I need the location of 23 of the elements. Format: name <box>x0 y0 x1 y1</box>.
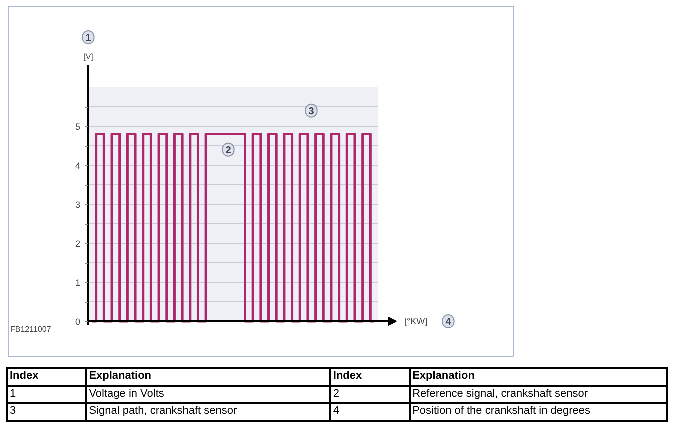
text: Explanation <box>410 368 667 386</box>
annotation: 2 <box>226 145 232 156</box>
text: Index <box>330 368 410 386</box>
text: Explanation <box>86 368 330 386</box>
text: Index <box>7 368 86 386</box>
y-tick-label: 2 <box>75 239 81 249</box>
annotation: 3 <box>308 106 315 118</box>
y-tick-label: 4 <box>75 161 81 171</box>
text: FB1211007 <box>10 325 52 334</box>
text: Signal path, crankshaft sensor <box>86 403 330 422</box>
x-axis-title: [°KW] <box>404 316 428 326</box>
y-tick-label: 3 <box>75 200 81 210</box>
text: Position of the crankshaft in degrees <box>410 403 667 422</box>
text: Reference signal, crankshaft sensor <box>410 386 667 404</box>
text: 1 <box>86 33 92 44</box>
text: 4 <box>446 317 452 328</box>
text: 4 <box>330 403 410 422</box>
text: Voltage in Volts <box>86 386 330 404</box>
y-axis-title: [V] <box>84 52 94 62</box>
y-tick-label: 5 <box>75 122 81 132</box>
y-tick-label: 0 <box>75 317 81 327</box>
text: 2 <box>330 386 410 404</box>
y-tick-label: 1 <box>75 278 81 288</box>
